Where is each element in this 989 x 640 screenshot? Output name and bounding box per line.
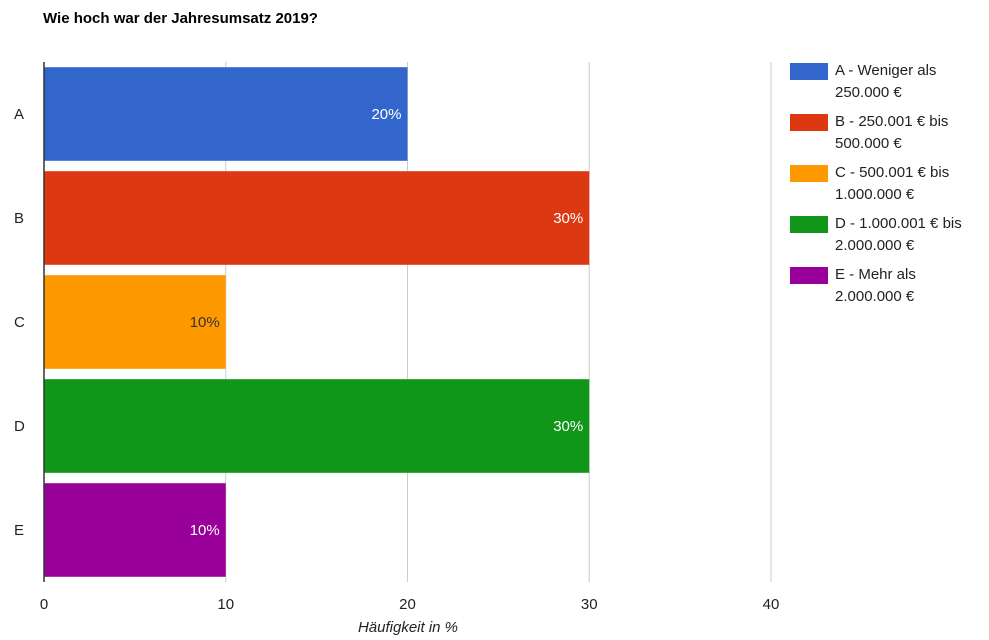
data-label: 30% — [553, 210, 583, 227]
legend-item: B - 250.001 € bis 500.000 € — [790, 111, 980, 155]
bar-c — [44, 275, 226, 369]
bar-b — [44, 171, 590, 265]
bars — [44, 67, 590, 577]
bar-e — [44, 483, 226, 577]
legend-label: C - 500.001 € bis 1.000.000 € — [835, 164, 950, 203]
category-label: B — [14, 210, 24, 227]
legend-label: E - Mehr als 2.000.000 € — [835, 266, 916, 305]
legend-item: E - Mehr als 2.000.000 € — [790, 264, 980, 308]
legend-swatch — [790, 114, 828, 131]
legend-swatch — [790, 63, 828, 80]
legend-swatch — [790, 216, 828, 233]
data-label: 10% — [190, 314, 220, 331]
chart-title: Wie hoch war der Jahresumsatz 2019? — [43, 10, 318, 27]
x-tick-label: 40 — [763, 596, 780, 613]
x-tick-label: 20 — [399, 596, 416, 613]
bar-a — [44, 67, 408, 161]
x-axis-title: Häufigkeit in % — [358, 619, 458, 636]
x-tick-label: 0 — [40, 596, 48, 613]
category-label: E — [14, 522, 24, 539]
chart-legend: A - Weniger als 250.000 € B - 250.001 € b… — [790, 60, 980, 315]
category-label: C — [14, 314, 25, 331]
legend-swatch — [790, 267, 828, 284]
legend-swatch — [790, 165, 828, 182]
category-label: D — [14, 418, 25, 435]
legend-item: C - 500.001 € bis 1.000.000 € — [790, 162, 980, 206]
data-label: 10% — [190, 522, 220, 539]
legend-item: D - 1.000.001 € bis 2.000.000 € — [790, 213, 980, 257]
legend-label: B - 250.001 € bis 500.000 € — [835, 113, 949, 152]
bar-d — [44, 379, 590, 473]
legend-label: D - 1.000.001 € bis 2.000.000 € — [835, 215, 962, 254]
x-tick-label: 10 — [217, 596, 234, 613]
category-label: A — [14, 106, 24, 123]
x-tick-label: 30 — [581, 596, 598, 613]
data-labels: 20% 30% 10% 30% 10% — [190, 106, 584, 539]
data-label: 20% — [371, 106, 401, 123]
axes: 0 10 20 30 40 A B C D E — [14, 62, 779, 613]
legend-label: A - Weniger als 250.000 € — [835, 62, 937, 101]
data-label: 30% — [553, 418, 583, 435]
legend-item: A - Weniger als 250.000 € — [790, 60, 980, 104]
